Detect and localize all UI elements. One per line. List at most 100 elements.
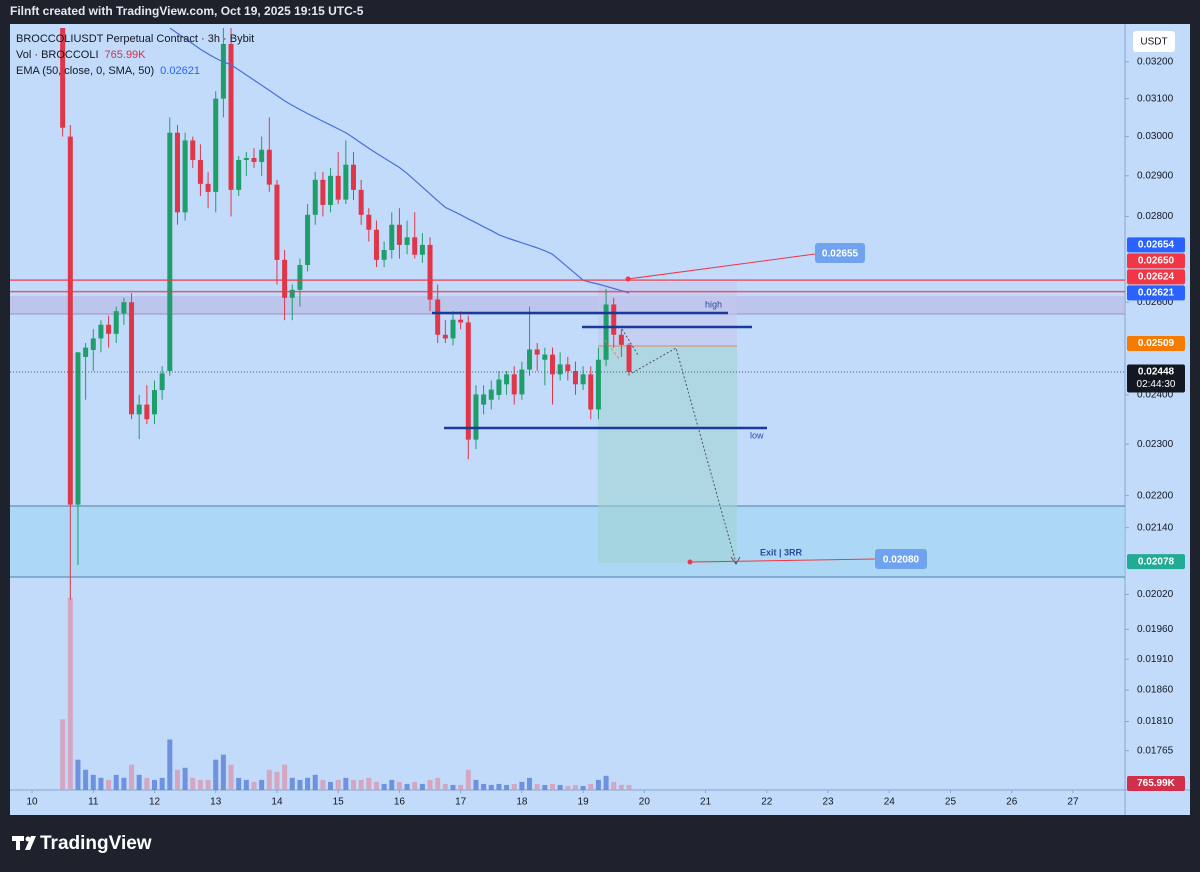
candle-body <box>588 374 594 410</box>
candle-body <box>465 322 471 440</box>
candle-body <box>190 140 196 160</box>
x-tick-label: 16 <box>394 797 406 808</box>
price-tag <box>1127 364 1185 393</box>
candle-body <box>435 299 441 335</box>
volume-bar <box>542 784 548 790</box>
volume-bar <box>282 764 288 790</box>
candle-body <box>611 304 617 335</box>
y-tick-label: 0.01960 <box>1137 624 1174 635</box>
volume-bar <box>603 775 609 790</box>
callout-box <box>815 243 865 263</box>
volume-bar <box>182 767 188 790</box>
candle-body <box>67 136 73 505</box>
volume-bar <box>129 764 135 790</box>
price-tag-label: 0.02621 <box>1138 288 1175 299</box>
y-tick-label: 0.02900 <box>1137 170 1174 181</box>
candle-body <box>243 157 249 160</box>
volume-bar <box>565 785 571 790</box>
callout-line <box>689 558 876 563</box>
candle-body <box>297 264 303 290</box>
volume-bar <box>174 769 180 790</box>
volume-bar <box>343 777 349 790</box>
candle-body <box>572 371 578 385</box>
volume-bar <box>450 784 456 790</box>
x-tick-label: 20 <box>639 797 651 808</box>
volume-bar <box>358 779 364 790</box>
candle-body <box>343 164 349 200</box>
candle-body <box>335 175 341 200</box>
x-tick-label: 18 <box>516 797 528 808</box>
candle-body <box>121 302 127 314</box>
price-tag <box>1127 253 1185 269</box>
legend-value: 765.99K <box>105 49 147 61</box>
candle-body <box>312 179 318 215</box>
volume-bar <box>389 779 395 790</box>
candle-body <box>205 183 211 192</box>
candle-body <box>136 404 142 415</box>
volume-bar <box>266 769 272 790</box>
y-tick-label: 0.02200 <box>1137 490 1174 501</box>
countdown: 02:44:30 <box>1137 379 1176 390</box>
candle-body <box>113 311 119 334</box>
volume-bar <box>113 774 119 790</box>
x-tick-label: 13 <box>210 797 222 808</box>
volume-bar <box>159 777 165 790</box>
volume-bar <box>121 777 127 790</box>
candle-body <box>542 354 548 360</box>
volume-bar <box>465 769 471 790</box>
candle-body <box>351 164 357 190</box>
candle-body <box>251 157 257 162</box>
header: Filnft created with TradingView.com, Oct… <box>10 4 364 18</box>
candle-body <box>580 374 586 385</box>
candle-body <box>90 338 96 350</box>
price-tag <box>1127 285 1185 301</box>
dotted-path <box>604 339 621 361</box>
candle-body <box>527 349 533 370</box>
volume-bar <box>152 779 158 790</box>
x-tick-label: 25 <box>945 797 957 808</box>
legend-value: 0.02621 <box>160 65 200 77</box>
x-tick-label: 23 <box>822 797 834 808</box>
logo-mark <box>25 836 36 850</box>
volume-bar <box>167 739 173 790</box>
candle-body <box>305 214 311 265</box>
volume-bar <box>205 779 211 790</box>
candle-body <box>412 237 418 255</box>
y-tick-label: 0.01810 <box>1137 716 1174 727</box>
volume-bar <box>527 777 533 790</box>
volume-bar <box>572 784 578 790</box>
candle-body <box>75 352 81 505</box>
callout-dot <box>625 276 631 282</box>
price-tag-label: 0.02448 <box>1138 367 1175 378</box>
candle-body <box>442 334 448 339</box>
price-tag-label: 0.02654 <box>1138 240 1175 251</box>
annotation: high <box>705 299 722 309</box>
candle-body <box>358 189 364 215</box>
candle-body <box>458 319 464 323</box>
legend-name: EMA (50, close, 0, SMA, 50) <box>16 65 154 77</box>
volume-bar <box>320 779 326 790</box>
x-tick-label: 17 <box>455 797 467 808</box>
candle-body <box>373 229 379 260</box>
brand-logo: TradingView <box>12 833 152 854</box>
y-tick-label: 0.02600 <box>1137 297 1174 308</box>
candle-body <box>366 214 372 230</box>
x-tick-label: 21 <box>700 797 712 808</box>
x-tick-label: 14 <box>271 797 283 808</box>
volume-bar <box>312 774 318 790</box>
volume-bar <box>442 783 448 790</box>
volume-tag-label: 765.99K <box>1137 778 1176 789</box>
x-tick-label: 19 <box>578 797 590 808</box>
y-tick-label: 0.03200 <box>1137 57 1174 68</box>
x-tick-label: 10 <box>26 797 38 808</box>
volume-bar <box>297 779 303 790</box>
volume-bar <box>366 777 372 790</box>
y-tick-label: 0.02020 <box>1137 589 1174 600</box>
callout-box <box>875 549 927 569</box>
currency-box <box>1133 31 1175 52</box>
price-tag-label: 0.02078 <box>1138 556 1175 567</box>
brand: TradingView <box>40 833 152 854</box>
candle-body <box>282 259 288 298</box>
